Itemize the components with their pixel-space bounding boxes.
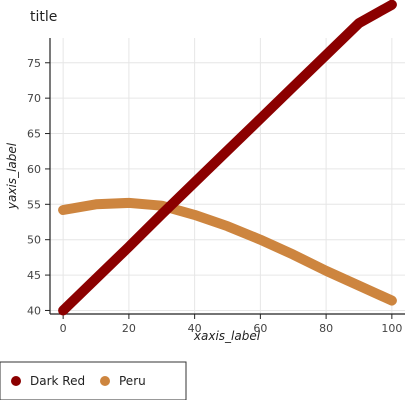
x-tick-label: 20 — [122, 322, 136, 335]
x-tick-label: 40 — [188, 322, 202, 335]
y-tick-label: 60 — [27, 163, 41, 176]
legend-marker — [100, 376, 110, 386]
chart-title: title — [30, 9, 57, 25]
x-axis-title: xaxis_label — [193, 329, 261, 343]
y-tick-label: 65 — [27, 128, 41, 141]
y-tick-label: 75 — [27, 57, 41, 70]
y-tick-label: 55 — [27, 198, 41, 211]
series-layer — [58, 0, 397, 316]
y-tick-label: 50 — [27, 234, 41, 247]
y-ticks: 40 45 50 55 60 65 70 75 — [27, 57, 50, 317]
axes — [49, 38, 405, 315]
y-axis-title: yaxis_label — [5, 142, 19, 210]
x-tick-label: 100 — [381, 322, 402, 335]
y-tick-label: 40 — [27, 304, 41, 317]
series-peru — [58, 197, 397, 306]
x-tick-label: 0 — [60, 322, 67, 335]
legend: Dark Red Peru — [11, 374, 146, 388]
x-ticks: 0 20 40 60 80 100 — [60, 314, 402, 335]
legend-label: Dark Red — [30, 374, 85, 388]
legend-marker — [11, 376, 21, 386]
y-tick-label: 70 — [27, 92, 41, 105]
legend-box — [0, 361, 187, 400]
y-tick-label: 45 — [27, 269, 41, 282]
series-dark-red — [58, 0, 397, 316]
x-tick-label: 80 — [319, 322, 333, 335]
legend-label: Peru — [119, 374, 146, 388]
x-tick-label: 60 — [253, 322, 267, 335]
